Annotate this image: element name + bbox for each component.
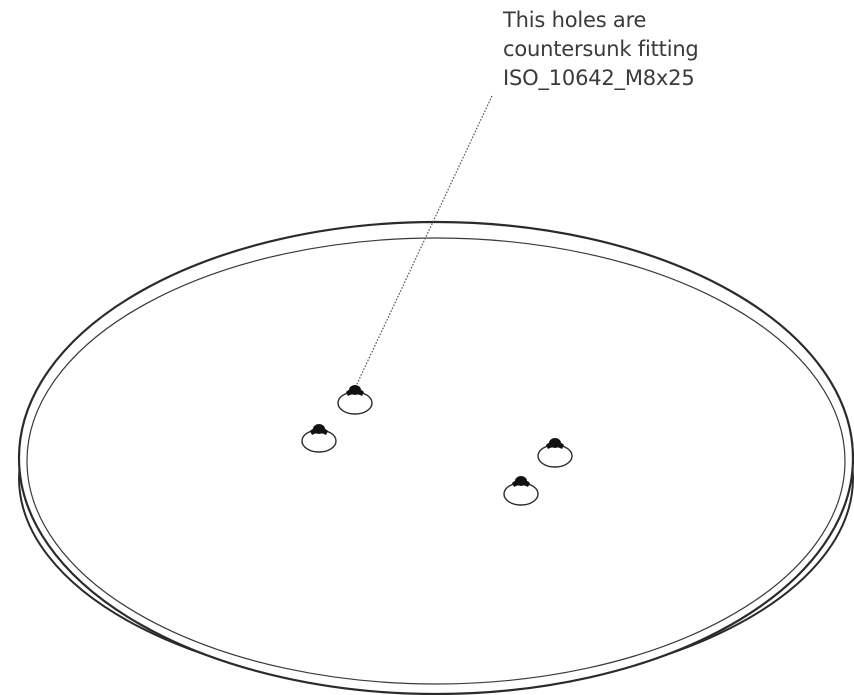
hole-note: This holes are countersunk fitting ISO_1… bbox=[503, 6, 699, 93]
plate-inner-rim bbox=[26, 237, 846, 685]
hole-note-line-3: ISO_10642_M8x25 bbox=[503, 66, 695, 90]
hole-note-line-2: countersunk fitting bbox=[503, 37, 699, 61]
countersunk-hole bbox=[503, 476, 539, 506]
countersunk-hole bbox=[537, 438, 573, 468]
leader-line bbox=[355, 95, 493, 387]
countersunk-hole bbox=[301, 424, 337, 453]
plate-top-face bbox=[18, 220, 854, 695]
countersunk-hole bbox=[337, 385, 373, 415]
hole-note-line-1: This holes are bbox=[503, 8, 647, 32]
